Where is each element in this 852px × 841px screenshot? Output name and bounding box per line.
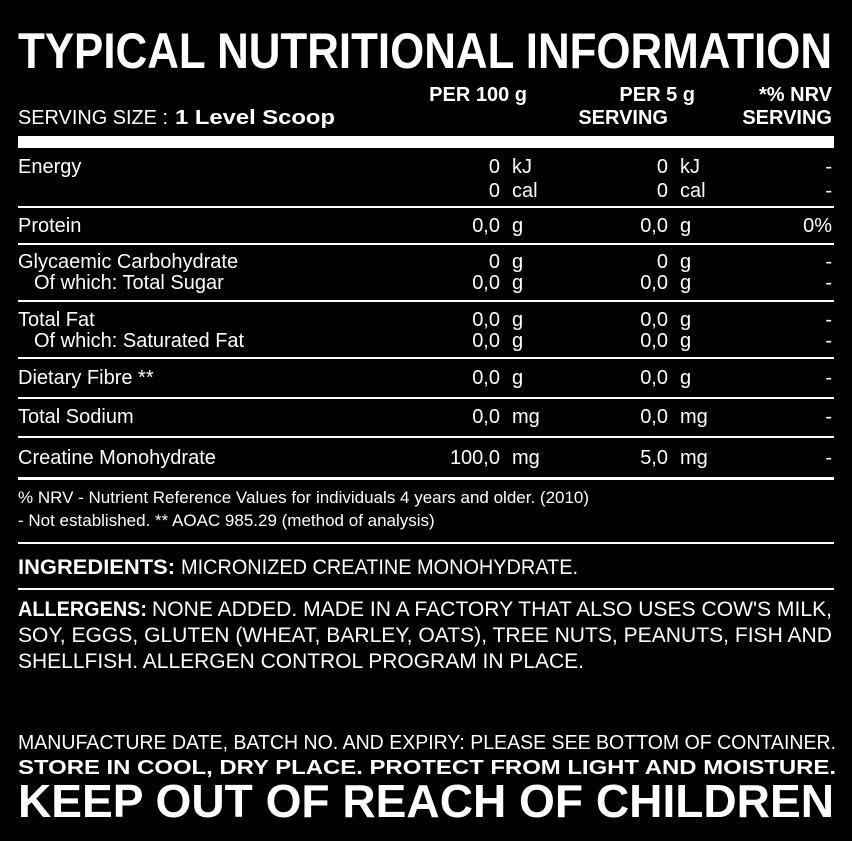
value-per-100: 100,0 — [450, 447, 500, 469]
rule — [18, 477, 834, 480]
unit-per-serving: g — [680, 367, 691, 389]
unit-per-serving: g — [680, 272, 691, 294]
allergens-text: NONE ADDED. MADE IN A FACTORY THAT ALSO … — [152, 598, 832, 621]
value-per-serving: 0,0 — [640, 309, 668, 331]
column-header: *% NRV — [759, 84, 833, 106]
nrv-value: - — [825, 406, 832, 428]
nrv-value: - — [825, 156, 832, 178]
value-per-100: 0,0 — [472, 215, 500, 237]
ingredients-label: INGREDIENTS: — [18, 556, 175, 579]
nutrient-name: Protein — [18, 215, 81, 237]
title: TYPICAL NUTRITIONAL INFORMATION — [18, 23, 832, 79]
column-header: PER 100 g — [429, 84, 527, 106]
nrv-value: - — [825, 447, 832, 469]
nutrient-name: Total Fat — [18, 309, 95, 331]
footnote: % NRV - Nutrient Reference Values for in… — [18, 488, 589, 507]
nrv-value: 0% — [803, 215, 832, 237]
nrv-value: - — [825, 251, 832, 273]
unit-per-serving: cal — [680, 180, 706, 202]
value-per-100: 0 — [489, 180, 500, 202]
unit-per-100: mg — [512, 406, 540, 428]
value-per-serving: 0,0 — [640, 330, 668, 352]
value-per-100: 0,0 — [472, 330, 500, 352]
unit-per-100: g — [512, 367, 523, 389]
unit-per-serving: g — [680, 215, 691, 237]
allergens-text: SOY, EGGS, GLUTEN (WHEAT, BARLEY, OATS),… — [18, 624, 832, 647]
unit-per-serving: mg — [680, 406, 708, 428]
nrv-value: - — [825, 330, 832, 352]
nutrient-name: Of which: Saturated Fat — [34, 330, 245, 352]
value-per-serving: 0,0 — [640, 406, 668, 428]
unit-per-serving: mg — [680, 447, 708, 469]
value-per-serving: 0,0 — [640, 367, 668, 389]
rule — [18, 436, 834, 438]
nutrient-name: Of which: Total Sugar — [34, 272, 224, 294]
value-per-100: 0 — [489, 251, 500, 273]
value-per-serving: 0 — [657, 156, 668, 178]
unit-per-100: g — [512, 215, 523, 237]
nrv-value: - — [825, 272, 832, 294]
rule — [18, 397, 834, 399]
serving-value: 1 Level Scoop — [175, 107, 335, 129]
rule — [18, 357, 834, 359]
rule — [18, 136, 834, 148]
nutrient-name: Creatine Monohydrate — [18, 447, 216, 469]
rule — [18, 300, 834, 302]
unit-per-serving: g — [680, 330, 691, 352]
column-header: SERVING — [578, 107, 668, 129]
storage-text: MANUFACTURE DATE, BATCH NO. AND EXPIRY: … — [18, 732, 836, 754]
nutrient-name: Total Sodium — [18, 406, 134, 428]
value-per-100: 0,0 — [472, 367, 500, 389]
rule — [18, 206, 834, 208]
unit-per-100: g — [512, 251, 523, 273]
value-per-100: 0,0 — [472, 309, 500, 331]
nrv-value: - — [825, 309, 832, 331]
column-header: SERVING — [742, 107, 832, 129]
column-header: PER 5 g — [619, 84, 695, 106]
rule — [18, 243, 834, 245]
warning: KEEP OUT OF REACH OF CHILDREN — [18, 775, 834, 827]
nutrient-name: Energy — [18, 156, 81, 178]
value-per-serving: 0,0 — [640, 272, 668, 294]
nutrient-name: Glycaemic Carbohydrate — [18, 251, 238, 273]
nrv-value: - — [825, 367, 832, 389]
unit-per-100: cal — [512, 180, 538, 202]
nrv-value: - — [825, 180, 832, 202]
unit-per-100: g — [512, 272, 523, 294]
serving-label: SERVING SIZE : — [18, 107, 168, 129]
value-per-serving: 0,0 — [640, 215, 668, 237]
value-per-100: 0,0 — [472, 272, 500, 294]
allergens-text: SHELLFISH. ALLERGEN CONTROL PROGRAM IN P… — [18, 650, 584, 673]
unit-per-100: kJ — [512, 156, 532, 178]
unit-per-100: mg — [512, 447, 540, 469]
rule — [18, 542, 834, 544]
nutrient-name: Dietary Fibre ** — [18, 367, 154, 389]
rule — [18, 588, 834, 590]
storage-text: STORE IN COOL, DRY PLACE. PROTECT FROM L… — [18, 757, 836, 779]
unit-per-serving: kJ — [680, 156, 700, 178]
unit-per-100: g — [512, 309, 523, 331]
value-per-serving: 0 — [657, 251, 668, 273]
footnote: - Not established. ** AOAC 985.29 (metho… — [18, 511, 435, 530]
value-per-100: 0,0 — [472, 406, 500, 428]
value-per-serving: 0 — [657, 180, 668, 202]
allergens-label: ALLERGENS: — [18, 598, 147, 621]
unit-per-100: g — [512, 330, 523, 352]
unit-per-serving: g — [680, 251, 691, 273]
value-per-100: 0 — [489, 156, 500, 178]
value-per-serving: 5,0 — [640, 447, 668, 469]
unit-per-serving: g — [680, 309, 691, 331]
ingredients-text: MICRONIZED CREATINE MONOHYDRATE. — [181, 556, 578, 579]
